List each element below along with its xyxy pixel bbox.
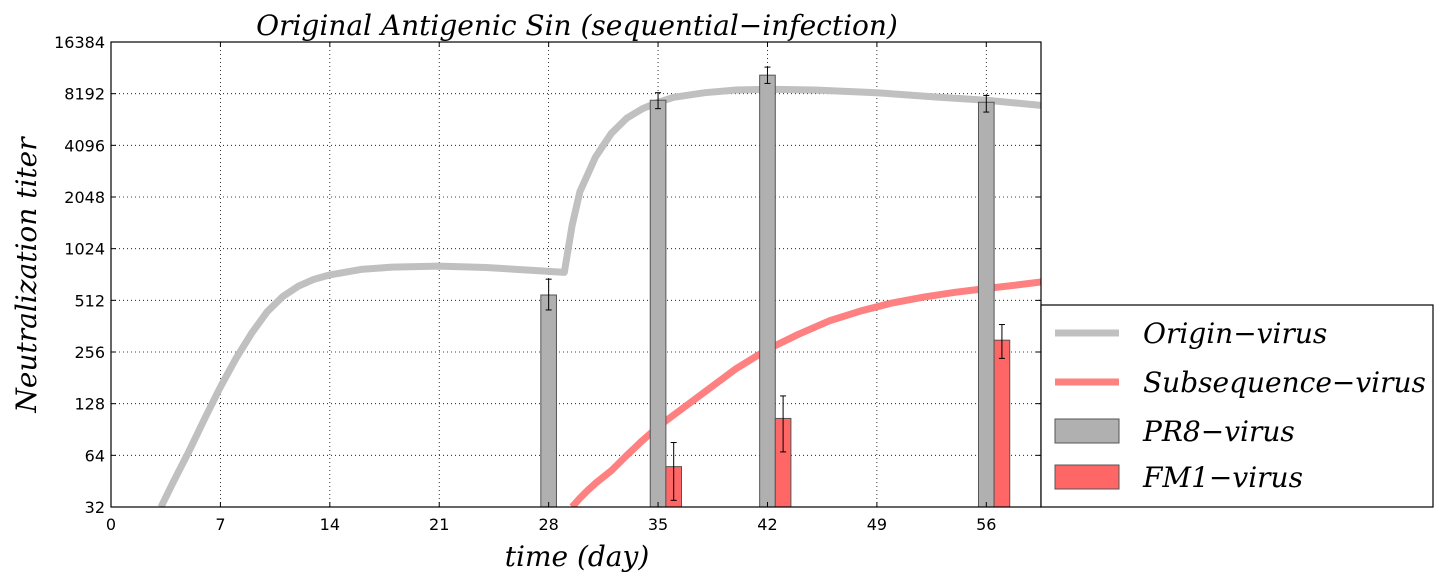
legend: Origin−virus Subsequence−virus PR8−virus FM… — [1040, 304, 1434, 508]
x-tick-label: 21 — [429, 515, 449, 534]
x-tick-label: 7 — [215, 515, 225, 534]
series-line-subsequence-virus — [569, 278, 1041, 507]
bar-pr8-virus — [649, 99, 667, 508]
y-tick-label: 64 — [85, 446, 105, 465]
series-lines — [157, 85, 1041, 507]
legend-label-pr8-virus: PR8−virus — [1142, 415, 1295, 448]
series-line-origin-virus — [157, 85, 1041, 507]
chart-title: Original Antigenic Sin (sequential−infec… — [256, 9, 898, 42]
bar-pr8-virus — [759, 74, 776, 508]
x-tick-label: 14 — [320, 515, 340, 534]
x-tick-label: 0 — [106, 515, 116, 534]
legend-label-fm1-virus: FM1−virus — [1142, 461, 1303, 494]
x-axis-ticks: 0 7 14 21 28 35 42 49 56 — [106, 42, 996, 534]
bar-pr8-virus — [977, 101, 995, 508]
bars — [540, 66, 1011, 508]
y-tick-label: 256 — [74, 343, 105, 362]
legend-swatch-pr8-virus — [1054, 418, 1120, 444]
y-tick-label: 2048 — [64, 188, 105, 207]
y-tick-label: 128 — [74, 395, 105, 414]
y-axis-label: Neutralization titer — [10, 136, 43, 414]
legend-label-subsequence-virus: Subsequence−virus — [1143, 366, 1426, 399]
plot-frame — [110, 41, 1042, 508]
bar-pr8-virus — [540, 294, 557, 508]
legend-swatch-fm1-virus — [1054, 464, 1120, 490]
y-tick-label: 32 — [85, 498, 105, 517]
x-tick-label: 56 — [976, 515, 996, 534]
y-tick-label: 4096 — [64, 136, 105, 155]
y-tick-label: 8192 — [64, 85, 105, 104]
y-tick-label: 512 — [74, 291, 105, 310]
legend-label-origin-virus: Origin−virus — [1143, 317, 1327, 350]
bar-fm1-virus — [993, 339, 1011, 508]
grid — [110, 41, 1041, 508]
y-tick-label: 16384 — [54, 33, 105, 52]
y-tick-label: 1024 — [64, 240, 105, 259]
y-axis-ticks: 32 64 128 256 512 1024 2048 4096 8192 16384 — [54, 33, 1041, 517]
x-tick-label: 42 — [757, 515, 777, 534]
x-tick-label: 49 — [867, 515, 887, 534]
x-tick-label: 28 — [538, 515, 558, 534]
x-axis-label: time (day) — [505, 540, 650, 573]
x-tick-label: 35 — [648, 515, 668, 534]
